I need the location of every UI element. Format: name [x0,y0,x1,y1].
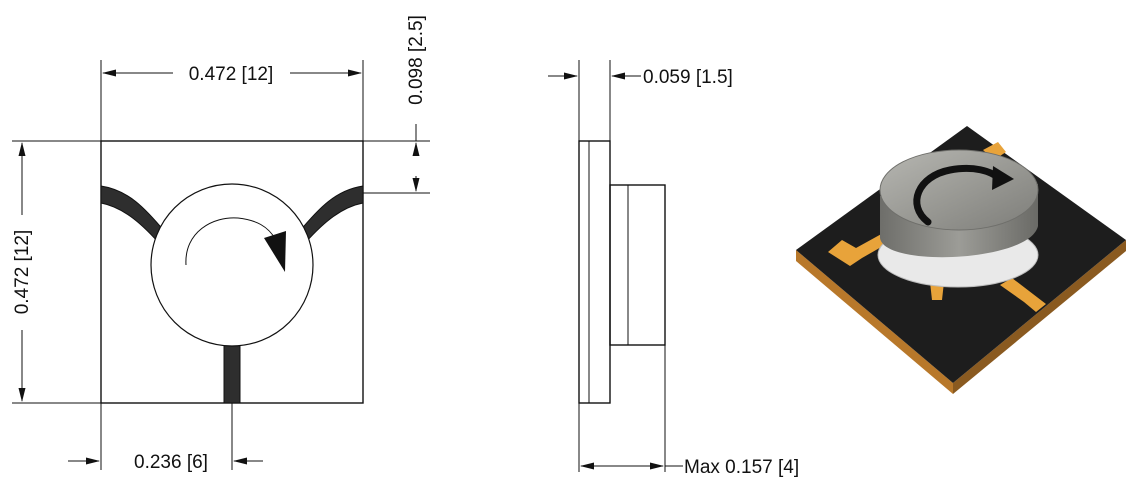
gold-trace-left [828,232,890,266]
ferrite-disk-outline [150,183,314,347]
dim-height-label: 0.472 [12] [12,230,33,315]
ferrite-top [879,149,1039,231]
right-port-trace [298,185,364,243]
substrate-side-left [796,250,953,394]
dim-width-label: 0.472 [12] [189,64,274,85]
rotation-arrowhead-icon [264,231,286,272]
dim-substrate-label: 0.059 [1.5] [643,67,733,88]
left-port-trace [100,185,166,243]
side-ferrite-outline [609,184,666,346]
side-substrate-outline [578,140,611,404]
rotation-arrow-icon [185,217,277,266]
dim-center-label: 0.236 [6] [134,452,208,473]
side-view: 0.059 [1.5] Max 0.157 [4] [548,60,799,478]
photo-rotation-arrow-icon [913,164,1004,226]
dim-max-height-label: Max 0.157 [4] [684,457,799,478]
front-view: 0.472 [12] 0.472 [12] 0.098 [2.5] 0.236 … [12,15,430,473]
substrate-side-right [953,240,1126,394]
photo-rotation-arrowhead-icon [992,166,1014,190]
dim-port-offset-label: 0.098 [2.5] [406,15,427,105]
circulator-photo [796,126,1126,394]
gold-trace-front [1000,278,1046,312]
bottom-port-trace [223,344,241,404]
